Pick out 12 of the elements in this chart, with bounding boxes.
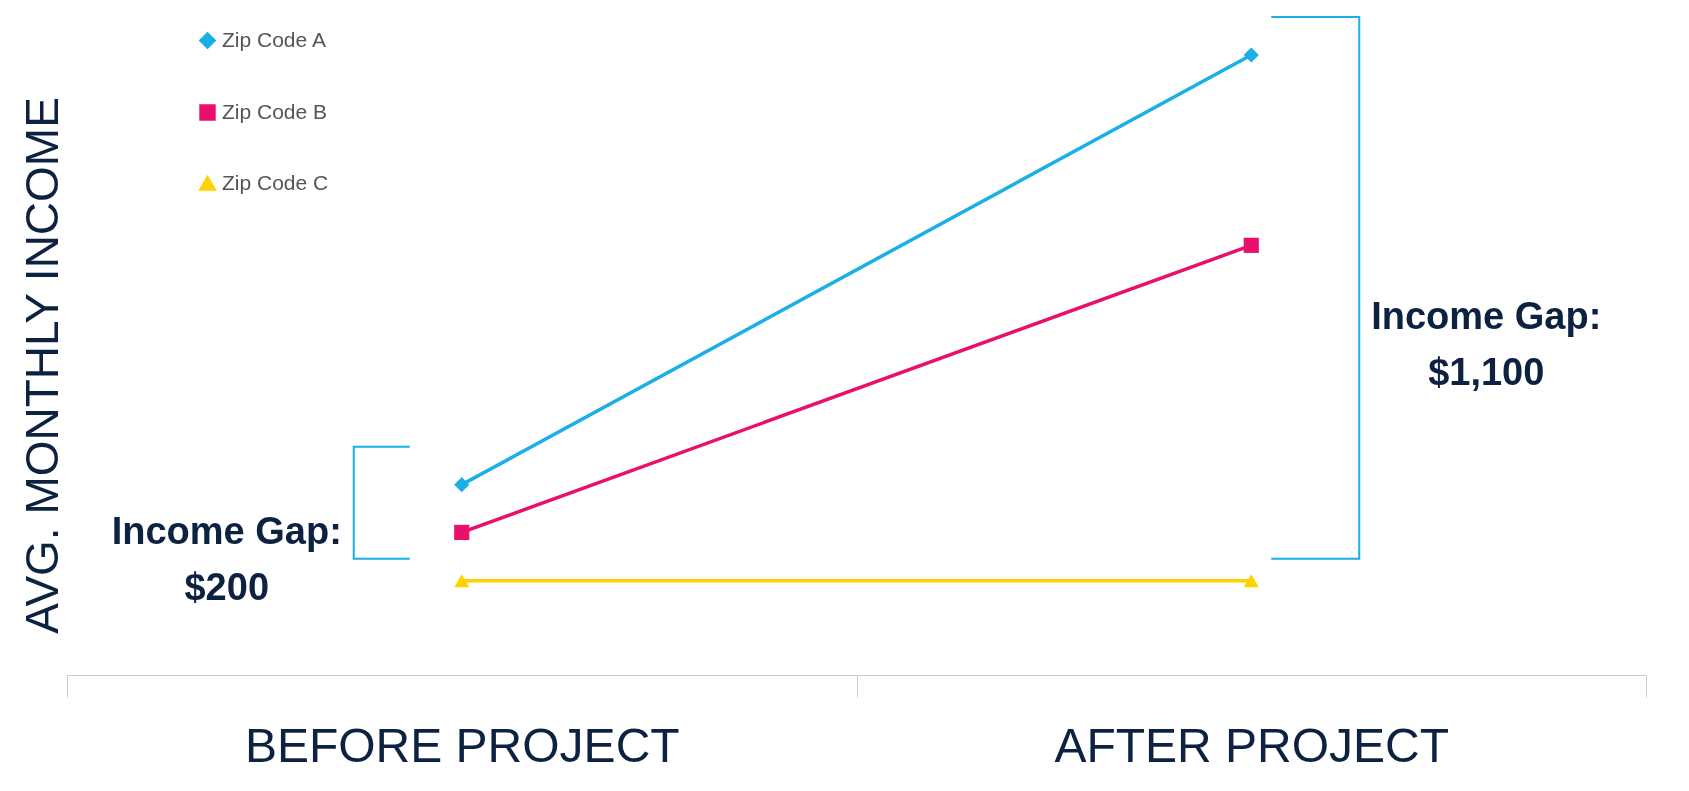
point <box>454 477 470 493</box>
annotation: Income Gap: $1,100 <box>1371 294 1602 393</box>
legend-label: Zip Code B <box>222 99 328 123</box>
legend-label: Zip Code A <box>222 27 326 51</box>
legend-label: Zip Code C <box>222 170 329 194</box>
point <box>454 524 470 540</box>
x-tick-label: BEFORE PROJECT <box>244 718 680 772</box>
y-axis-title: AVG. MONTHLY INCOME <box>15 97 68 634</box>
point <box>1243 237 1259 253</box>
point <box>1243 47 1259 63</box>
annotation: Income Gap: $200 <box>111 509 342 608</box>
x-tick-label: AFTER PROJECT <box>1054 718 1450 772</box>
